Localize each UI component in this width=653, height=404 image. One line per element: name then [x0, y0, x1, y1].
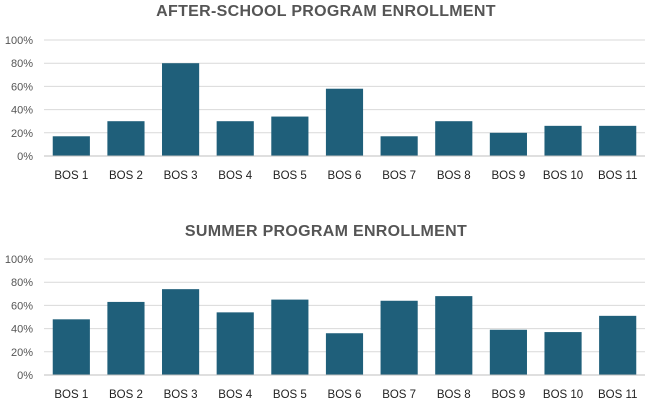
- y-tick-label: 100%: [5, 254, 33, 266]
- bar: [544, 125, 582, 156]
- y-tick-label: 40%: [11, 324, 33, 336]
- y-tick-label: 80%: [11, 277, 33, 289]
- x-tick-label: BOS 3: [164, 389, 198, 401]
- bar: [380, 300, 418, 375]
- x-tick-label: BOS 6: [328, 389, 362, 401]
- bar: [162, 63, 200, 157]
- bar: [52, 136, 90, 156]
- y-tick-label: 0%: [17, 370, 33, 382]
- x-tick-label: BOS 10: [543, 170, 583, 182]
- x-tick-label: BOS 11: [598, 389, 637, 401]
- bar: [107, 301, 145, 375]
- bar: [489, 329, 527, 375]
- bar: [216, 121, 254, 156]
- bar: [325, 333, 364, 375]
- x-tick-label: BOS 9: [491, 170, 525, 182]
- bar: [435, 296, 473, 375]
- x-tick-label: BOS 10: [543, 389, 583, 401]
- x-tick-label: BOS 9: [491, 389, 525, 401]
- x-tick-label: BOS 6: [328, 170, 362, 182]
- bar: [599, 125, 637, 156]
- y-tick-label: 20%: [11, 128, 33, 140]
- y-tick-label: 0%: [17, 151, 33, 163]
- bar: [435, 121, 473, 156]
- x-tick-label: BOS 5: [273, 170, 307, 182]
- x-tick-label: BOS 7: [382, 389, 416, 401]
- x-tick-label: BOS 3: [164, 170, 198, 182]
- bar: [271, 299, 309, 375]
- y-tick-label: 100%: [5, 35, 33, 47]
- bar: [489, 132, 527, 156]
- bar: [52, 319, 90, 375]
- bar: [325, 88, 364, 156]
- bar: [107, 121, 145, 156]
- x-tick-label: BOS 1: [54, 389, 88, 401]
- y-tick-label: 40%: [11, 105, 33, 117]
- x-tick-label: BOS 11: [598, 170, 637, 182]
- chart-title: AFTER-SCHOOL PROGRAM ENROLLMENT: [156, 3, 496, 20]
- y-tick-label: 60%: [11, 81, 33, 93]
- x-tick-label: BOS 2: [109, 389, 143, 401]
- chart-title: SUMMER PROGRAM ENROLLMENT: [185, 223, 467, 240]
- after-school-chart: AFTER-SCHOOL PROGRAM ENROLLMENT 0% 20% 40%…: [5, 3, 645, 182]
- y-tick-label: 20%: [11, 347, 33, 359]
- x-tick-label: BOS 5: [273, 389, 307, 401]
- x-tick-label: BOS 4: [218, 170, 252, 182]
- bar: [271, 116, 309, 156]
- bar: [599, 315, 637, 375]
- x-tick-label: BOS 2: [109, 170, 143, 182]
- y-tick-label: 80%: [11, 58, 33, 70]
- bar: [544, 332, 582, 375]
- x-tick-label: BOS 1: [54, 170, 88, 182]
- bar: [380, 136, 418, 156]
- summer-chart: SUMMER PROGRAM ENROLLMENT 0% 20% 40% 60% 80%…: [5, 223, 645, 401]
- x-tick-label: BOS 8: [437, 389, 471, 401]
- x-tick-label: BOS 7: [382, 170, 416, 182]
- bar: [162, 289, 200, 375]
- x-tick-label: BOS 8: [437, 170, 471, 182]
- y-tick-label: 60%: [11, 300, 33, 312]
- x-tick-label: BOS 4: [218, 389, 252, 401]
- bar: [216, 312, 254, 375]
